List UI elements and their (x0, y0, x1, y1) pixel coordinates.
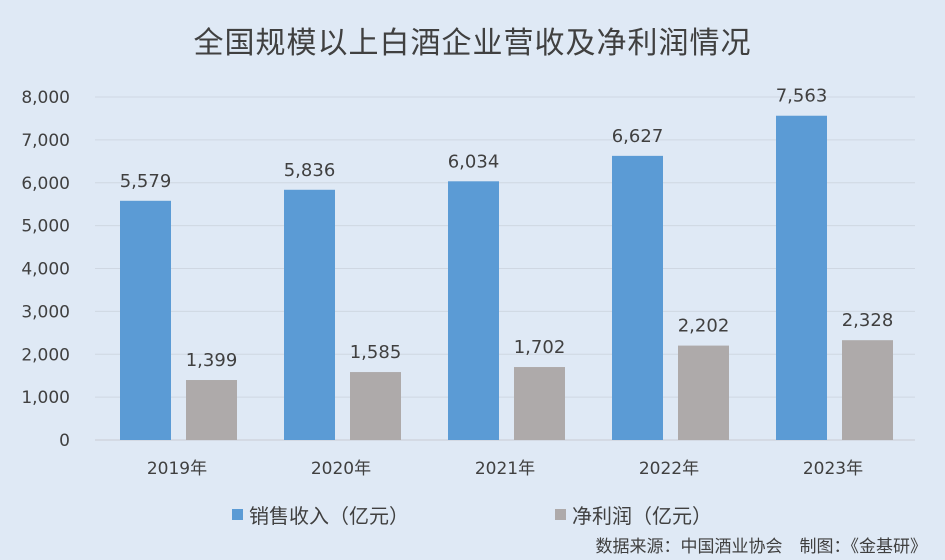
data-label: 1,399 (186, 350, 238, 371)
bar-revenue (776, 115, 827, 440)
y-tick-label: 2,000 (21, 345, 70, 365)
y-tick-label: 0 (59, 431, 70, 451)
data-label: 6,034 (448, 151, 500, 172)
data-label: 5,579 (120, 171, 172, 192)
bar-profit (350, 372, 401, 440)
bar-revenue (612, 155, 663, 440)
bar-revenue (120, 200, 171, 440)
data-label: 5,836 (284, 160, 336, 181)
data-label: 1,585 (350, 342, 402, 363)
y-tick-label: 4,000 (21, 260, 70, 280)
legend-label-revenue: 销售收入（亿元） (249, 504, 409, 528)
x-tick-label: 2021年 (475, 459, 535, 479)
bar-profit (678, 345, 729, 440)
source-note: 数据来源：中国酒业协会 制图：《金基研》 (595, 537, 928, 557)
y-tick-label: 1,000 (21, 388, 70, 408)
x-tick-label: 2020年 (311, 459, 371, 479)
bar-revenue (284, 189, 335, 440)
data-label: 1,702 (514, 337, 566, 358)
legend-item-profit: 净利润（亿元） (555, 500, 712, 529)
chart-title: 全国规模以上白酒企业营收及净利润情况 (193, 26, 752, 61)
y-tick-label: 7,000 (21, 131, 70, 151)
x-tick-label: 2022年 (639, 459, 699, 479)
legend-swatch-revenue (232, 509, 243, 520)
legend-item-revenue: 销售收入（亿元） (232, 500, 409, 529)
bar-revenue (448, 181, 499, 441)
y-tick-label: 5,000 (21, 217, 70, 237)
x-tick-label: 2019年 (147, 459, 207, 479)
bar-profit (186, 380, 237, 440)
legend-label-profit: 净利润（亿元） (572, 504, 712, 528)
bar-profit (514, 367, 565, 440)
y-tick-label: 8,000 (21, 88, 70, 108)
data-label: 2,202 (678, 316, 730, 337)
legend-swatch-profit (555, 509, 566, 520)
y-tick-label: 6,000 (21, 174, 70, 194)
data-label: 6,627 (612, 126, 664, 147)
x-tick-label: 2023年 (803, 459, 863, 479)
y-tick-label: 3,000 (21, 302, 70, 322)
data-label: 2,328 (842, 310, 894, 331)
bar-profit (842, 340, 893, 440)
data-label: 7,563 (776, 86, 828, 107)
